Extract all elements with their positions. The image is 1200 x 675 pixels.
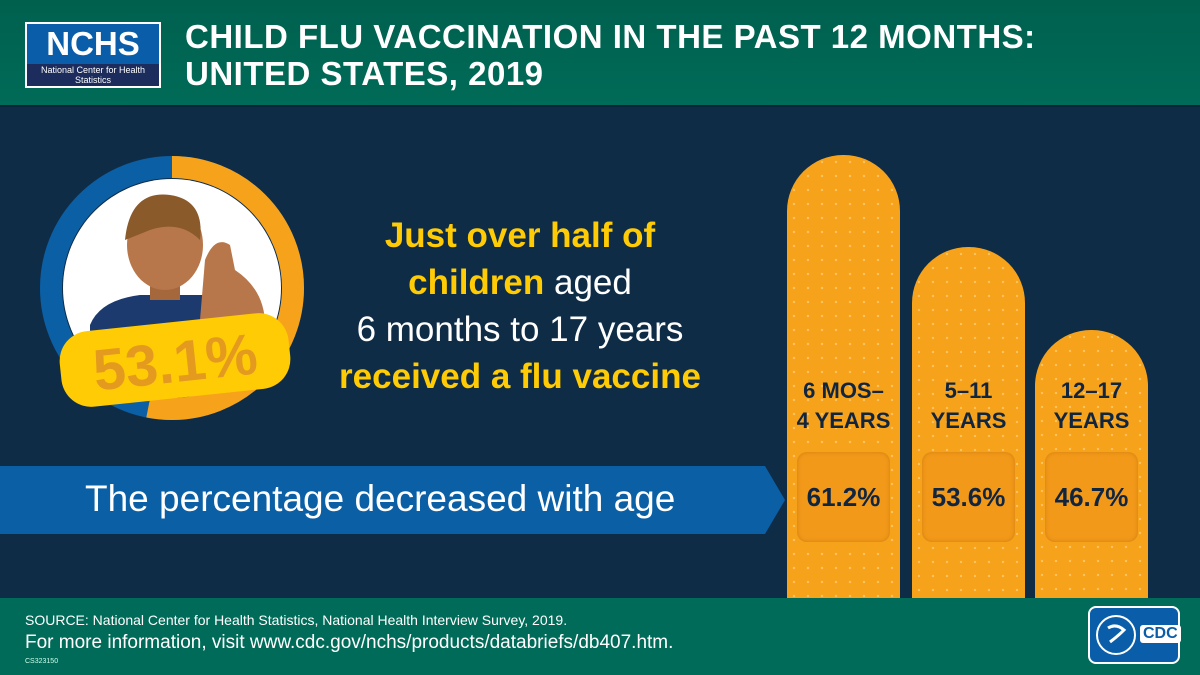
summary-text: Just over half of children aged 6 months…	[290, 212, 750, 400]
summary-highlight-1: Just over half of	[384, 216, 656, 255]
cdc-logo-text: CDC	[1140, 625, 1181, 643]
bar-category-label: 12–17 YEARS	[1035, 376, 1148, 436]
logo-text: NCHS	[27, 24, 159, 64]
bar-2: 5–11 YEARS 53.6%	[912, 247, 1025, 598]
source-text: SOURCE: National Center for Health Stati…	[25, 612, 568, 628]
summary-text-4: 6 months to 17 years	[356, 310, 684, 349]
category-line: 4 YEARS	[796, 408, 891, 433]
ring-vaccinated	[40, 156, 304, 420]
page-title: CHILD FLU VACCINATION IN THE PAST 12 MON…	[185, 18, 1036, 92]
footer: SOURCE: National Center for Health Stati…	[0, 598, 1200, 675]
bar-3: 12–17 YEARS 46.7%	[1035, 330, 1148, 598]
logo-subtitle: National Center for Health Statistics	[27, 64, 159, 86]
category-line: YEARS	[930, 408, 1007, 433]
summary-text-3: aged	[544, 263, 632, 302]
bar-value-label: 61.2%	[797, 452, 890, 542]
info-link[interactable]: For more information, visit www.cdc.gov/…	[25, 632, 674, 653]
category-line: 5–11	[944, 378, 993, 403]
category-line: 6 MOS–	[803, 378, 884, 403]
nchs-logo: NCHS National Center for Health Statisti…	[25, 22, 161, 88]
bar-value-label: 46.7%	[1045, 452, 1138, 542]
trend-text: The percentage decreased with age	[85, 478, 676, 519]
bar-category-label: 6 MOS– 4 YEARS	[787, 376, 900, 436]
category-line: YEARS	[1053, 408, 1130, 433]
category-line: 12–17	[1060, 378, 1123, 403]
header: NCHS National Center for Health Statisti…	[0, 0, 1200, 107]
overall-ring-graphic: 53.1%	[40, 156, 304, 420]
document-code: CS323150	[25, 658, 59, 665]
trend-arrow: The percentage decreased with age	[0, 466, 785, 534]
bar-category-label: 5–11 YEARS	[912, 376, 1025, 436]
overall-badge	[59, 313, 291, 407]
summary-highlight-5: received a flu vaccine	[339, 357, 701, 396]
summary-highlight-2: children	[408, 263, 545, 302]
title-line-2: UNITED STATES, 2019	[185, 55, 544, 92]
bar-1: 6 MOS– 4 YEARS 61.2%	[787, 155, 900, 598]
cdc-logo: CDC	[1088, 606, 1181, 664]
bar-value-label: 53.6%	[922, 452, 1015, 542]
title-line-1: CHILD FLU VACCINATION IN THE PAST 12 MON…	[185, 18, 1036, 55]
